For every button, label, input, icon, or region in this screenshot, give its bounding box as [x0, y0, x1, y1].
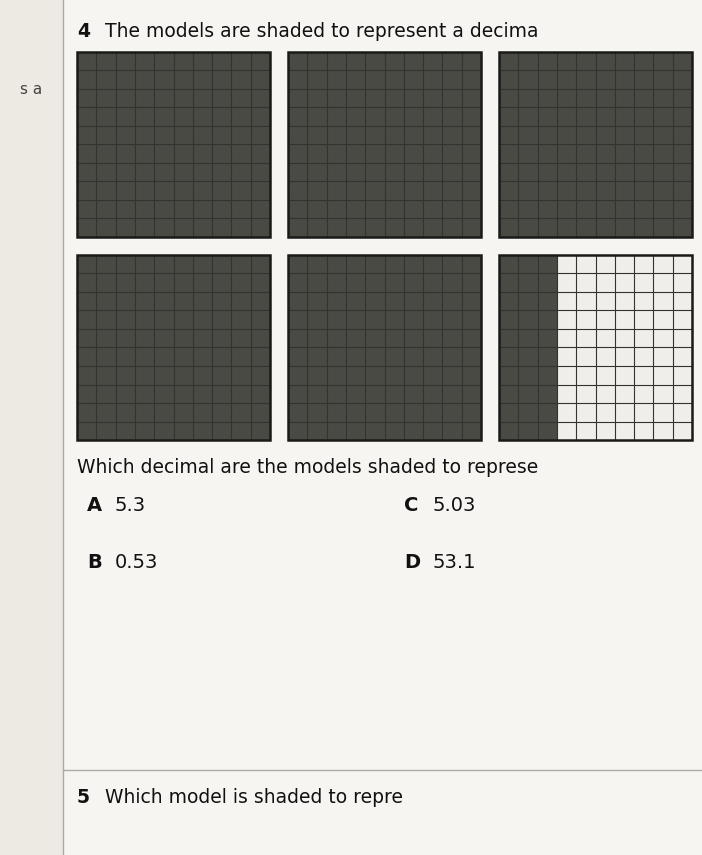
Text: A: A	[87, 496, 102, 515]
Bar	[288, 52, 481, 237]
Bar	[288, 255, 481, 440]
Bar	[499, 255, 692, 440]
Text: 5.03: 5.03	[432, 496, 475, 515]
Text: Which model is shaded to repre: Which model is shaded to repre	[105, 788, 403, 807]
Bar	[499, 52, 692, 237]
Bar	[288, 255, 481, 440]
Bar	[499, 255, 557, 440]
Text: 4: 4	[77, 22, 90, 41]
Text: The models are shaded to represent a decima: The models are shaded to represent a dec…	[105, 22, 538, 41]
Bar	[0, 0, 63, 855]
Bar	[499, 52, 692, 237]
Text: 5: 5	[77, 788, 90, 807]
Text: C: C	[404, 496, 418, 515]
Bar	[77, 52, 270, 237]
Text: Which decimal are the models shaded to represe: Which decimal are the models shaded to r…	[77, 458, 538, 477]
Text: B: B	[87, 553, 102, 572]
Bar	[77, 52, 270, 237]
Bar	[499, 52, 692, 237]
Bar	[77, 52, 270, 237]
Text: s a: s a	[20, 82, 43, 97]
Bar	[288, 52, 481, 237]
Bar	[77, 255, 270, 440]
Text: 5.3: 5.3	[115, 496, 146, 515]
Text: D: D	[404, 553, 420, 572]
Bar	[77, 255, 270, 440]
Text: 53.1: 53.1	[432, 553, 475, 572]
Bar	[288, 52, 481, 237]
Bar	[77, 255, 270, 440]
Bar	[288, 255, 481, 440]
Text: 0.53: 0.53	[115, 553, 159, 572]
Bar	[499, 255, 692, 440]
